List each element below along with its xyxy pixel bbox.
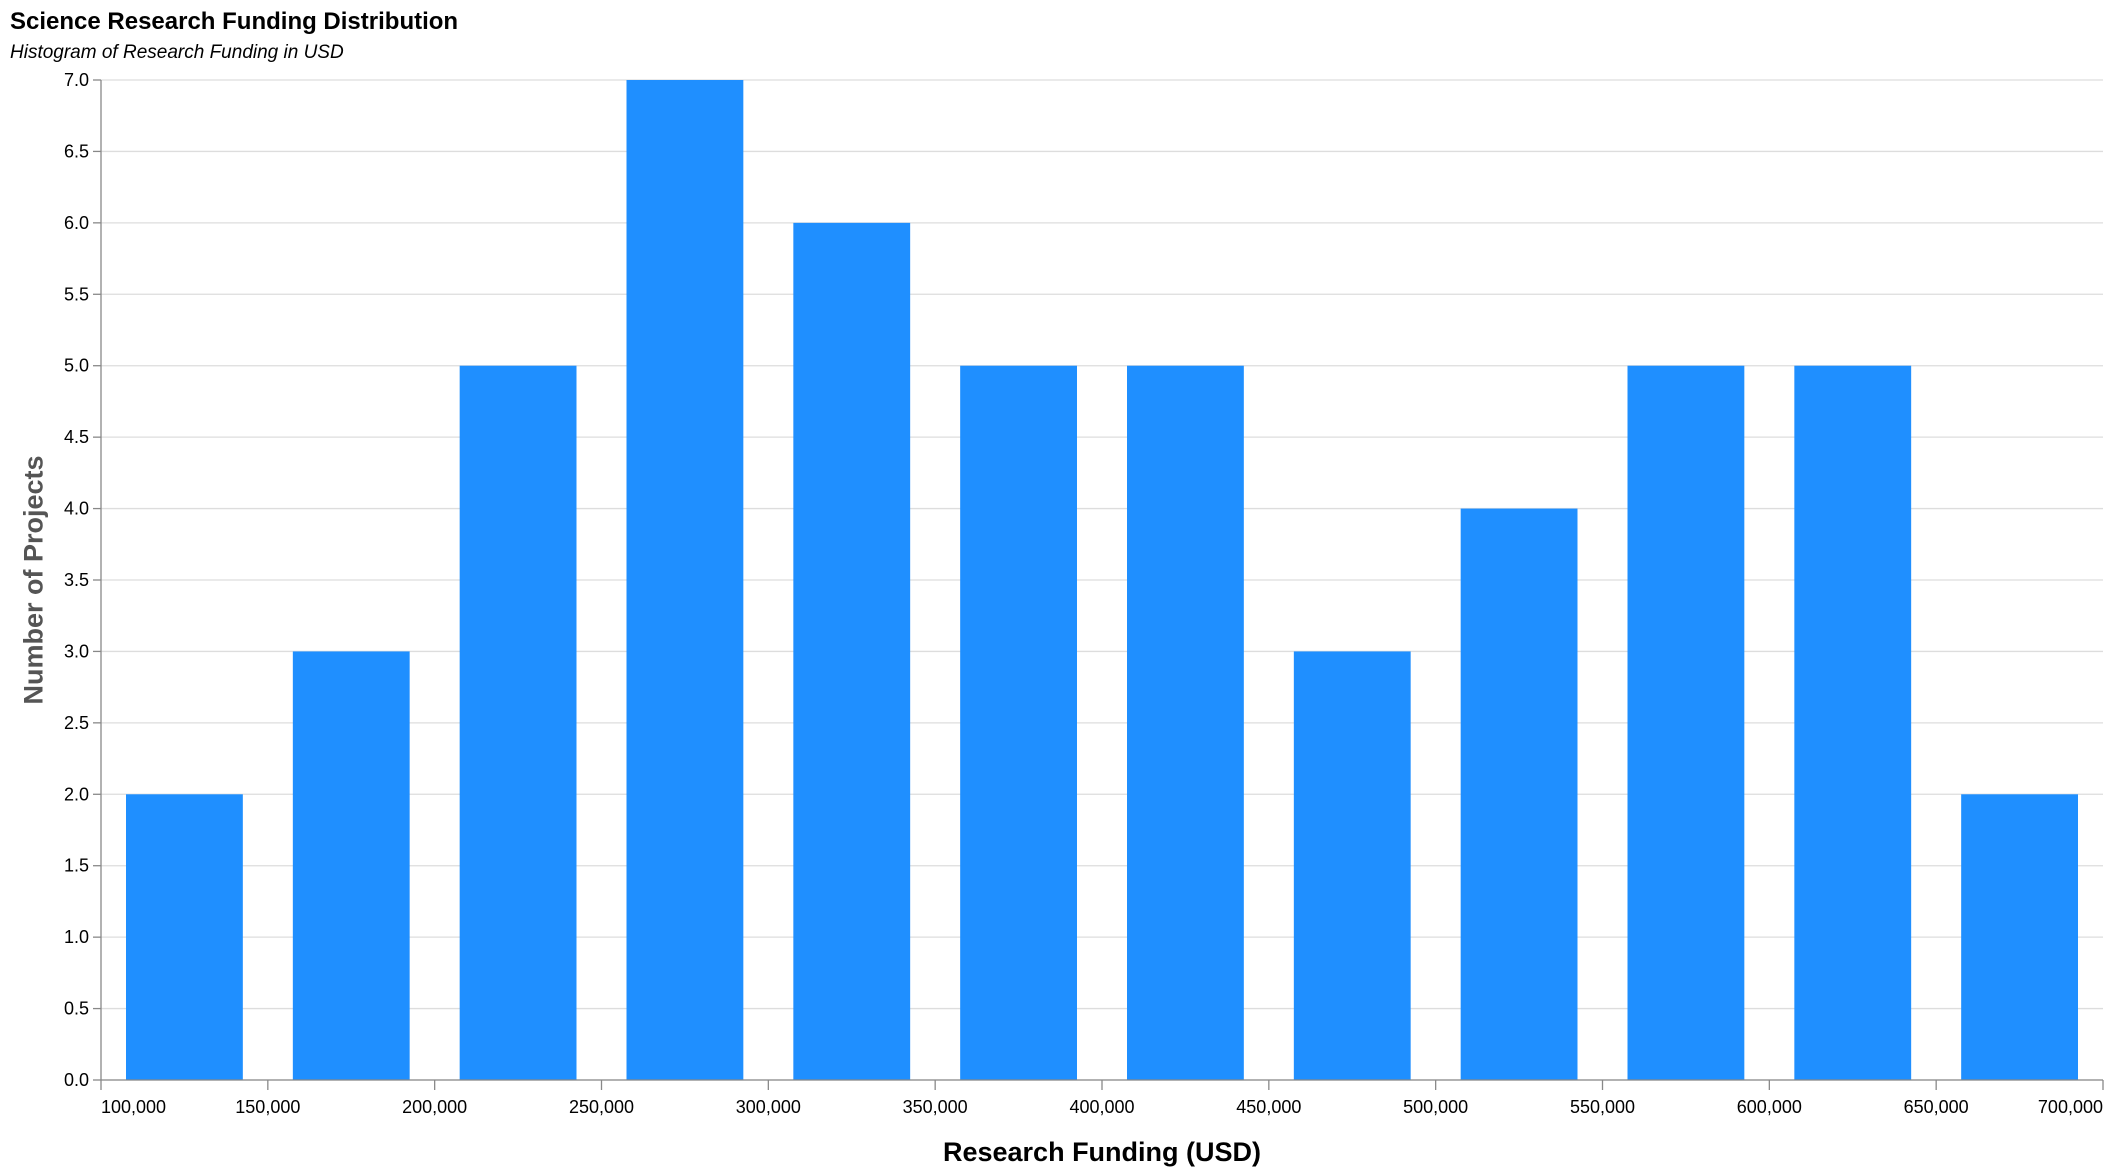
x-tick-label: 450,000: [1236, 1097, 1301, 1117]
x-tick-label: 150,000: [235, 1097, 300, 1117]
histogram-bar: [626, 80, 744, 1080]
x-tick-label: 700,000: [2038, 1097, 2103, 1117]
x-tick-label: 500,000: [1403, 1097, 1468, 1117]
x-tick-label: 350,000: [903, 1097, 968, 1117]
x-tick-label: 650,000: [1904, 1097, 1969, 1117]
x-tick-label: 400,000: [1069, 1097, 1134, 1117]
y-tick-label: 5.5: [64, 284, 89, 304]
x-axis-ticks: 100,000 150,000 200,000 250,000 300,000 350,0…: [100, 1080, 2104, 1117]
y-tick-label: 6.0: [64, 213, 89, 233]
chart-title: Science Research Funding Distribution: [10, 8, 458, 35]
y-tick-label: 7.0: [64, 70, 89, 90]
chart-subtitle: Histogram of Research Funding in USD: [10, 42, 344, 63]
x-axis-title: Research Funding (USD): [943, 1137, 1261, 1167]
y-tick-label: 2.0: [64, 784, 89, 804]
histogram-bar: [1961, 794, 2078, 1080]
y-tick-label: 3.5: [64, 570, 89, 590]
x-tick-label: 550,000: [1570, 1097, 1635, 1117]
histogram-bar: [1293, 651, 1411, 1080]
y-tick-label: 6.5: [64, 141, 89, 161]
x-tick-label: 600,000: [1737, 1097, 1802, 1117]
y-tick-label: 0.0: [64, 1070, 89, 1090]
histogram-bar: [1127, 365, 1244, 1080]
histogram-bar: [292, 651, 410, 1080]
histogram-bar: [1794, 365, 1912, 1080]
histogram-bar: [1460, 508, 1578, 1081]
x-tick-label: 100,000: [101, 1097, 166, 1117]
histogram-bar: [126, 794, 243, 1080]
histogram-bar: [1627, 365, 1745, 1080]
bars: [126, 80, 2078, 1081]
histogram-bar: [793, 222, 911, 1080]
gridlines: [101, 79, 2103, 1081]
histogram-bar: [459, 365, 577, 1080]
y-axis-ticks: 0.0 0.5 1.0 1.5 2.0 2.5 3.0 3.5 4.0 4.5 5.0 5.5 6.0 6…: [64, 70, 101, 1090]
y-tick-label: 4.0: [64, 499, 89, 519]
y-tick-label: 4.5: [64, 427, 89, 447]
x-tick-label: 200,000: [402, 1097, 467, 1117]
y-tick-label: 5.0: [64, 356, 89, 376]
y-tick-label: 0.5: [64, 999, 89, 1019]
y-axis-title: Number of Projects: [18, 455, 48, 704]
y-tick-label: 2.5: [64, 713, 89, 733]
y-tick-label: 1.5: [64, 856, 89, 876]
y-tick-label: 3.0: [64, 641, 89, 661]
y-tick-label: 1.0: [64, 927, 89, 947]
histogram-bar: [960, 365, 1077, 1080]
x-tick-label: 250,000: [569, 1097, 634, 1117]
x-tick-label: 300,000: [736, 1097, 801, 1117]
